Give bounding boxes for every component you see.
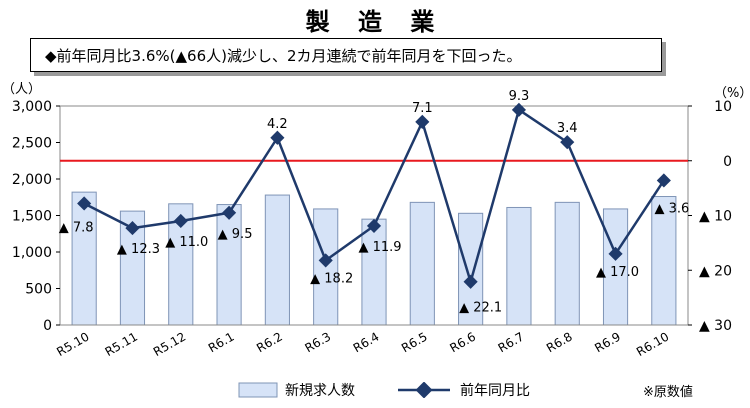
left-tick-label: 2,000 (12, 172, 52, 188)
legend-bar-swatch (238, 382, 278, 398)
bar-R5.10 (71, 191, 97, 326)
bar-R6.8 (554, 201, 580, 326)
legend-bar-label: 新規求人数 (285, 383, 355, 399)
right-tick-label: 0 (723, 154, 732, 170)
data-label-R6.8: 3.4 (557, 121, 578, 136)
category-label: R5.12 (151, 329, 188, 359)
line-point-R6.6 (463, 274, 478, 289)
data-label-R5.12: ▲ 11.0 (165, 235, 208, 250)
category-label: R6.1 (206, 329, 237, 355)
left-tick-label: 0 (43, 318, 52, 334)
left-axis-unit: （人） (2, 82, 42, 97)
data-label-R6.1: ▲ 9.5 (218, 227, 253, 242)
left-tick-label: 2,500 (12, 136, 52, 152)
line-series (77, 102, 671, 289)
data-label-R6.5: 7.1 (412, 101, 433, 116)
line-point-R6.1 (222, 205, 237, 220)
category-label: R6.10 (634, 329, 671, 359)
right-axis-unit: （%） (714, 86, 750, 101)
line-point-R6.9 (608, 246, 623, 261)
right-tick-label: ▲ 10 (699, 209, 732, 225)
data-labels: ▲ 7.8 ▲ 12.3 ▲ 11.0 ▲ 9.5 4.2 ▲ 18.2 ▲ 11.9 7.1… (59, 89, 690, 316)
line-point-R5.12 (173, 213, 188, 229)
left-tick-label: 3,000 (12, 99, 52, 115)
line-point-R6.4 (366, 218, 382, 233)
summary-note-box: ◆前年同月比3.6%(▲66人)減少し、2カ月連続で前年同月を下回った。 (30, 38, 662, 72)
bar-R6.9 (602, 208, 629, 326)
data-label-R6.3: ▲ 18.2 (310, 271, 353, 286)
chart-title: 製 造 業 (305, 8, 445, 36)
category-label: R6.9 (592, 329, 623, 355)
bar-R6.7 (506, 206, 532, 326)
line-point-R6.5 (415, 114, 430, 129)
category-label: R5.11 (103, 329, 140, 359)
bar-R6.10 (651, 196, 677, 326)
left-tick-label: 500 (25, 282, 52, 298)
category-label: R6.5 (399, 329, 430, 355)
line-point-R6.7 (511, 102, 526, 117)
legend-line-label: 前年同月比 (460, 383, 530, 399)
line-point-R6.2 (270, 130, 285, 145)
legend-line-swatch (398, 382, 450, 398)
right-tick-label: ▲ 30 (699, 318, 732, 334)
bar-series (71, 191, 677, 326)
footnote: ※原数値 (643, 385, 693, 400)
data-label-R6.4: ▲ 11.9 (358, 240, 401, 255)
line-point-R6.3 (318, 253, 333, 268)
data-label-R6.9: ▲ 17.0 (596, 265, 639, 280)
right-tick-label: ▲ 20 (699, 263, 732, 279)
data-label-R6.7: 9.3 (509, 89, 530, 104)
summary-note: ◆前年同月比3.6%(▲66人)減少し、2カ月連続で前年同月を下回った。 (45, 47, 522, 65)
category-label: R6.7 (496, 329, 527, 355)
left-tick-label: 1,000 (12, 245, 52, 261)
category-label: R6.3 (302, 329, 333, 355)
category-label: R6.2 (254, 329, 285, 355)
line-point-R6.10 (656, 173, 671, 188)
bar-R6.3 (313, 208, 339, 326)
data-label-R5.11: ▲ 12.3 (117, 242, 160, 257)
bar-R6.5 (409, 201, 435, 326)
data-label-R6.2: 4.2 (267, 117, 288, 132)
category-label: R6.8 (544, 329, 575, 355)
line-point-R6.8 (560, 135, 575, 150)
bar-R6.4 (361, 218, 387, 326)
bar-R6.1 (216, 204, 242, 326)
category-label: R5.10 (54, 329, 91, 359)
line-point-R5.11 (125, 221, 140, 236)
bar-R6.6 (458, 212, 484, 326)
left-tick-label: 1,500 (12, 209, 52, 225)
right-tick-label: 10 (714, 99, 732, 115)
data-label-R5.10: ▲ 7.8 (59, 220, 94, 235)
data-label-R6.6: ▲ 22.1 (459, 301, 502, 316)
bar-R6.2 (264, 194, 290, 326)
data-label-R6.10: ▲ 3.6 (654, 201, 689, 216)
category-label: R6.4 (351, 329, 382, 355)
category-label: R6.6 (447, 329, 478, 355)
